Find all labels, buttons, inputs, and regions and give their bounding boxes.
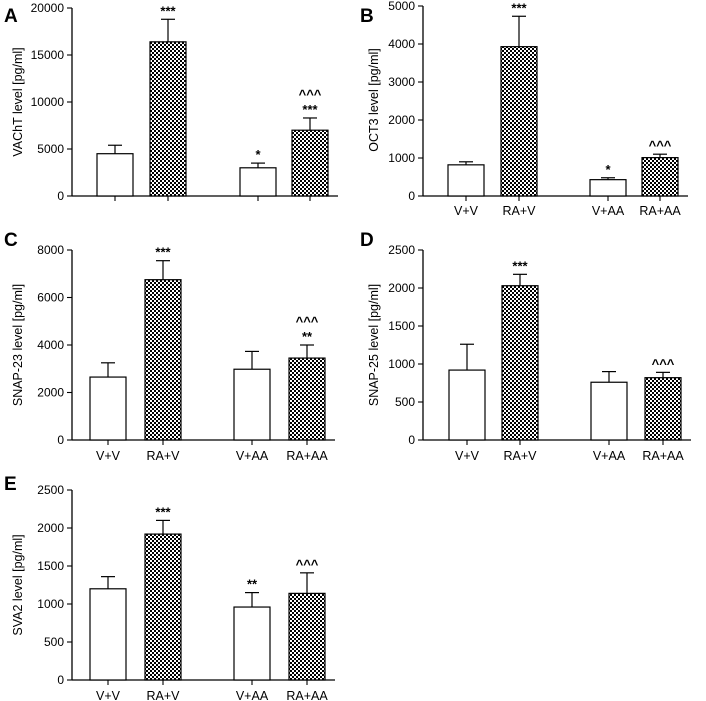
bar-ra-aa [288, 592, 326, 681]
y-axis-label: SNAP-25 level [pg/ml] [367, 284, 381, 406]
category-label: RA+V [146, 449, 180, 463]
category-label: RA+AA [642, 449, 684, 463]
significance-label: ^^^ [299, 87, 322, 102]
panel-e: E SVA2 level [pg/ml] 0 500 1000 1500 2000 2500 V… [4, 474, 335, 701]
y-tick-label: 1500 [388, 319, 415, 333]
bar-ra-v [144, 279, 182, 441]
y-tick-label: 500 [44, 635, 64, 649]
significance-label: * [255, 147, 261, 162]
bar-v-v [447, 164, 485, 197]
bar-ra-aa [288, 357, 326, 441]
bar-v-v [448, 369, 486, 441]
bar-ra-aa [644, 377, 682, 441]
y-tick-label: 2500 [37, 483, 64, 497]
bar-v-v [89, 588, 127, 681]
bar-ra-v [149, 41, 187, 197]
bar-ra-v [500, 46, 538, 197]
y-tick-label: 3000 [388, 75, 415, 89]
y-tick-label: 0 [57, 433, 64, 447]
panel-letter: C [4, 230, 18, 251]
y-axis-label: OCT3 level [pg/ml] [367, 48, 381, 152]
category-label: V+AA [593, 449, 626, 463]
y-tick-label: 0 [408, 189, 415, 203]
y-tick-label: 4000 [37, 338, 64, 352]
category-label: RA+V [502, 204, 536, 218]
significance-label: ^^^ [296, 557, 319, 572]
category-label: V+V [455, 449, 480, 463]
panel-c: C SNAP-23 level [pg/ml] 0 2000 4000 6000 8000 V… [4, 230, 335, 463]
y-tick-label: 1000 [37, 597, 64, 611]
y-tick-label: 5000 [37, 142, 64, 156]
panel-letter: B [360, 6, 374, 27]
y-tick-label: 4000 [388, 37, 415, 51]
panel-letter: D [360, 230, 374, 251]
bar-v-aa [233, 606, 271, 681]
category-label: RA+V [503, 449, 537, 463]
bar-v-aa [233, 368, 271, 441]
significance-label: ** [302, 329, 313, 344]
bar-v-aa [589, 179, 627, 197]
significance-label: *** [512, 258, 528, 273]
y-tick-label: 500 [395, 395, 415, 409]
bar-v-v [89, 376, 127, 441]
y-tick-label: 20000 [31, 1, 65, 15]
y-tick-label: 6000 [37, 291, 64, 305]
y-tick-label: 0 [408, 433, 415, 447]
y-tick-label: 1000 [388, 151, 415, 165]
y-axis-label: SNAP-23 level [pg/ml] [11, 284, 25, 406]
bar-v-aa [590, 381, 628, 441]
panel-a: A VAChT level [pg/ml] 0 5000 10000 15000 20000… [4, 1, 338, 203]
significance-label: * [605, 162, 611, 177]
category-label: RA+V [146, 689, 180, 701]
significance-label: *** [155, 245, 171, 260]
y-tick-label: 10000 [31, 95, 65, 109]
y-tick-label: 2000 [37, 386, 64, 400]
category-label: V+V [96, 449, 121, 463]
panel-b: B OCT3 level [pg/ml] 0 1000 2000 3000 4000 5000… [360, 0, 688, 218]
category-label: V+AA [236, 449, 269, 463]
significance-label: *** [302, 102, 318, 117]
y-tick-label: 2000 [388, 113, 415, 127]
category-label: RA+AA [639, 204, 681, 218]
y-tick-label: 1000 [388, 357, 415, 371]
y-tick-label: 8000 [37, 243, 64, 257]
y-tick-label: 2000 [37, 521, 64, 535]
significance-label: *** [160, 3, 176, 18]
bar-v-v [96, 153, 134, 197]
category-label: V+V [96, 689, 121, 701]
y-tick-label: 15000 [31, 48, 65, 62]
y-tick-label: 5000 [388, 0, 415, 13]
bar-ra-v [144, 533, 182, 681]
category-label: V+AA [236, 689, 269, 701]
y-axis-label: VAChT level [pg/ml] [11, 47, 25, 156]
y-tick-label: 1500 [37, 559, 64, 573]
bar-ra-v [501, 285, 539, 441]
panel-letter: A [4, 6, 18, 27]
y-tick-label: 2000 [388, 281, 415, 295]
significance-label: *** [155, 504, 171, 519]
panel-letter: E [4, 474, 17, 495]
significance-label: ** [247, 577, 258, 592]
y-tick-label: 0 [57, 673, 64, 687]
bar-v-aa [239, 167, 277, 197]
category-label: RA+AA [286, 689, 328, 701]
significance-label: ^^^ [296, 314, 319, 329]
bar-ra-aa [291, 129, 329, 197]
category-label: V+AA [592, 204, 625, 218]
category-label: RA+AA [286, 449, 328, 463]
significance-label: ^^^ [649, 138, 672, 153]
y-axis-label: SVA2 level [pg/ml] [11, 534, 25, 635]
y-tick-label: 0 [57, 189, 64, 203]
category-label: V+V [454, 204, 479, 218]
bar-ra-aa [641, 157, 679, 197]
y-tick-label: 2500 [388, 243, 415, 257]
significance-label: *** [511, 0, 527, 15]
significance-label: ^^^ [652, 356, 675, 371]
panel-d: D SNAP-25 level [pg/ml] 0 500 1000 1500 2000 25… [360, 230, 691, 463]
